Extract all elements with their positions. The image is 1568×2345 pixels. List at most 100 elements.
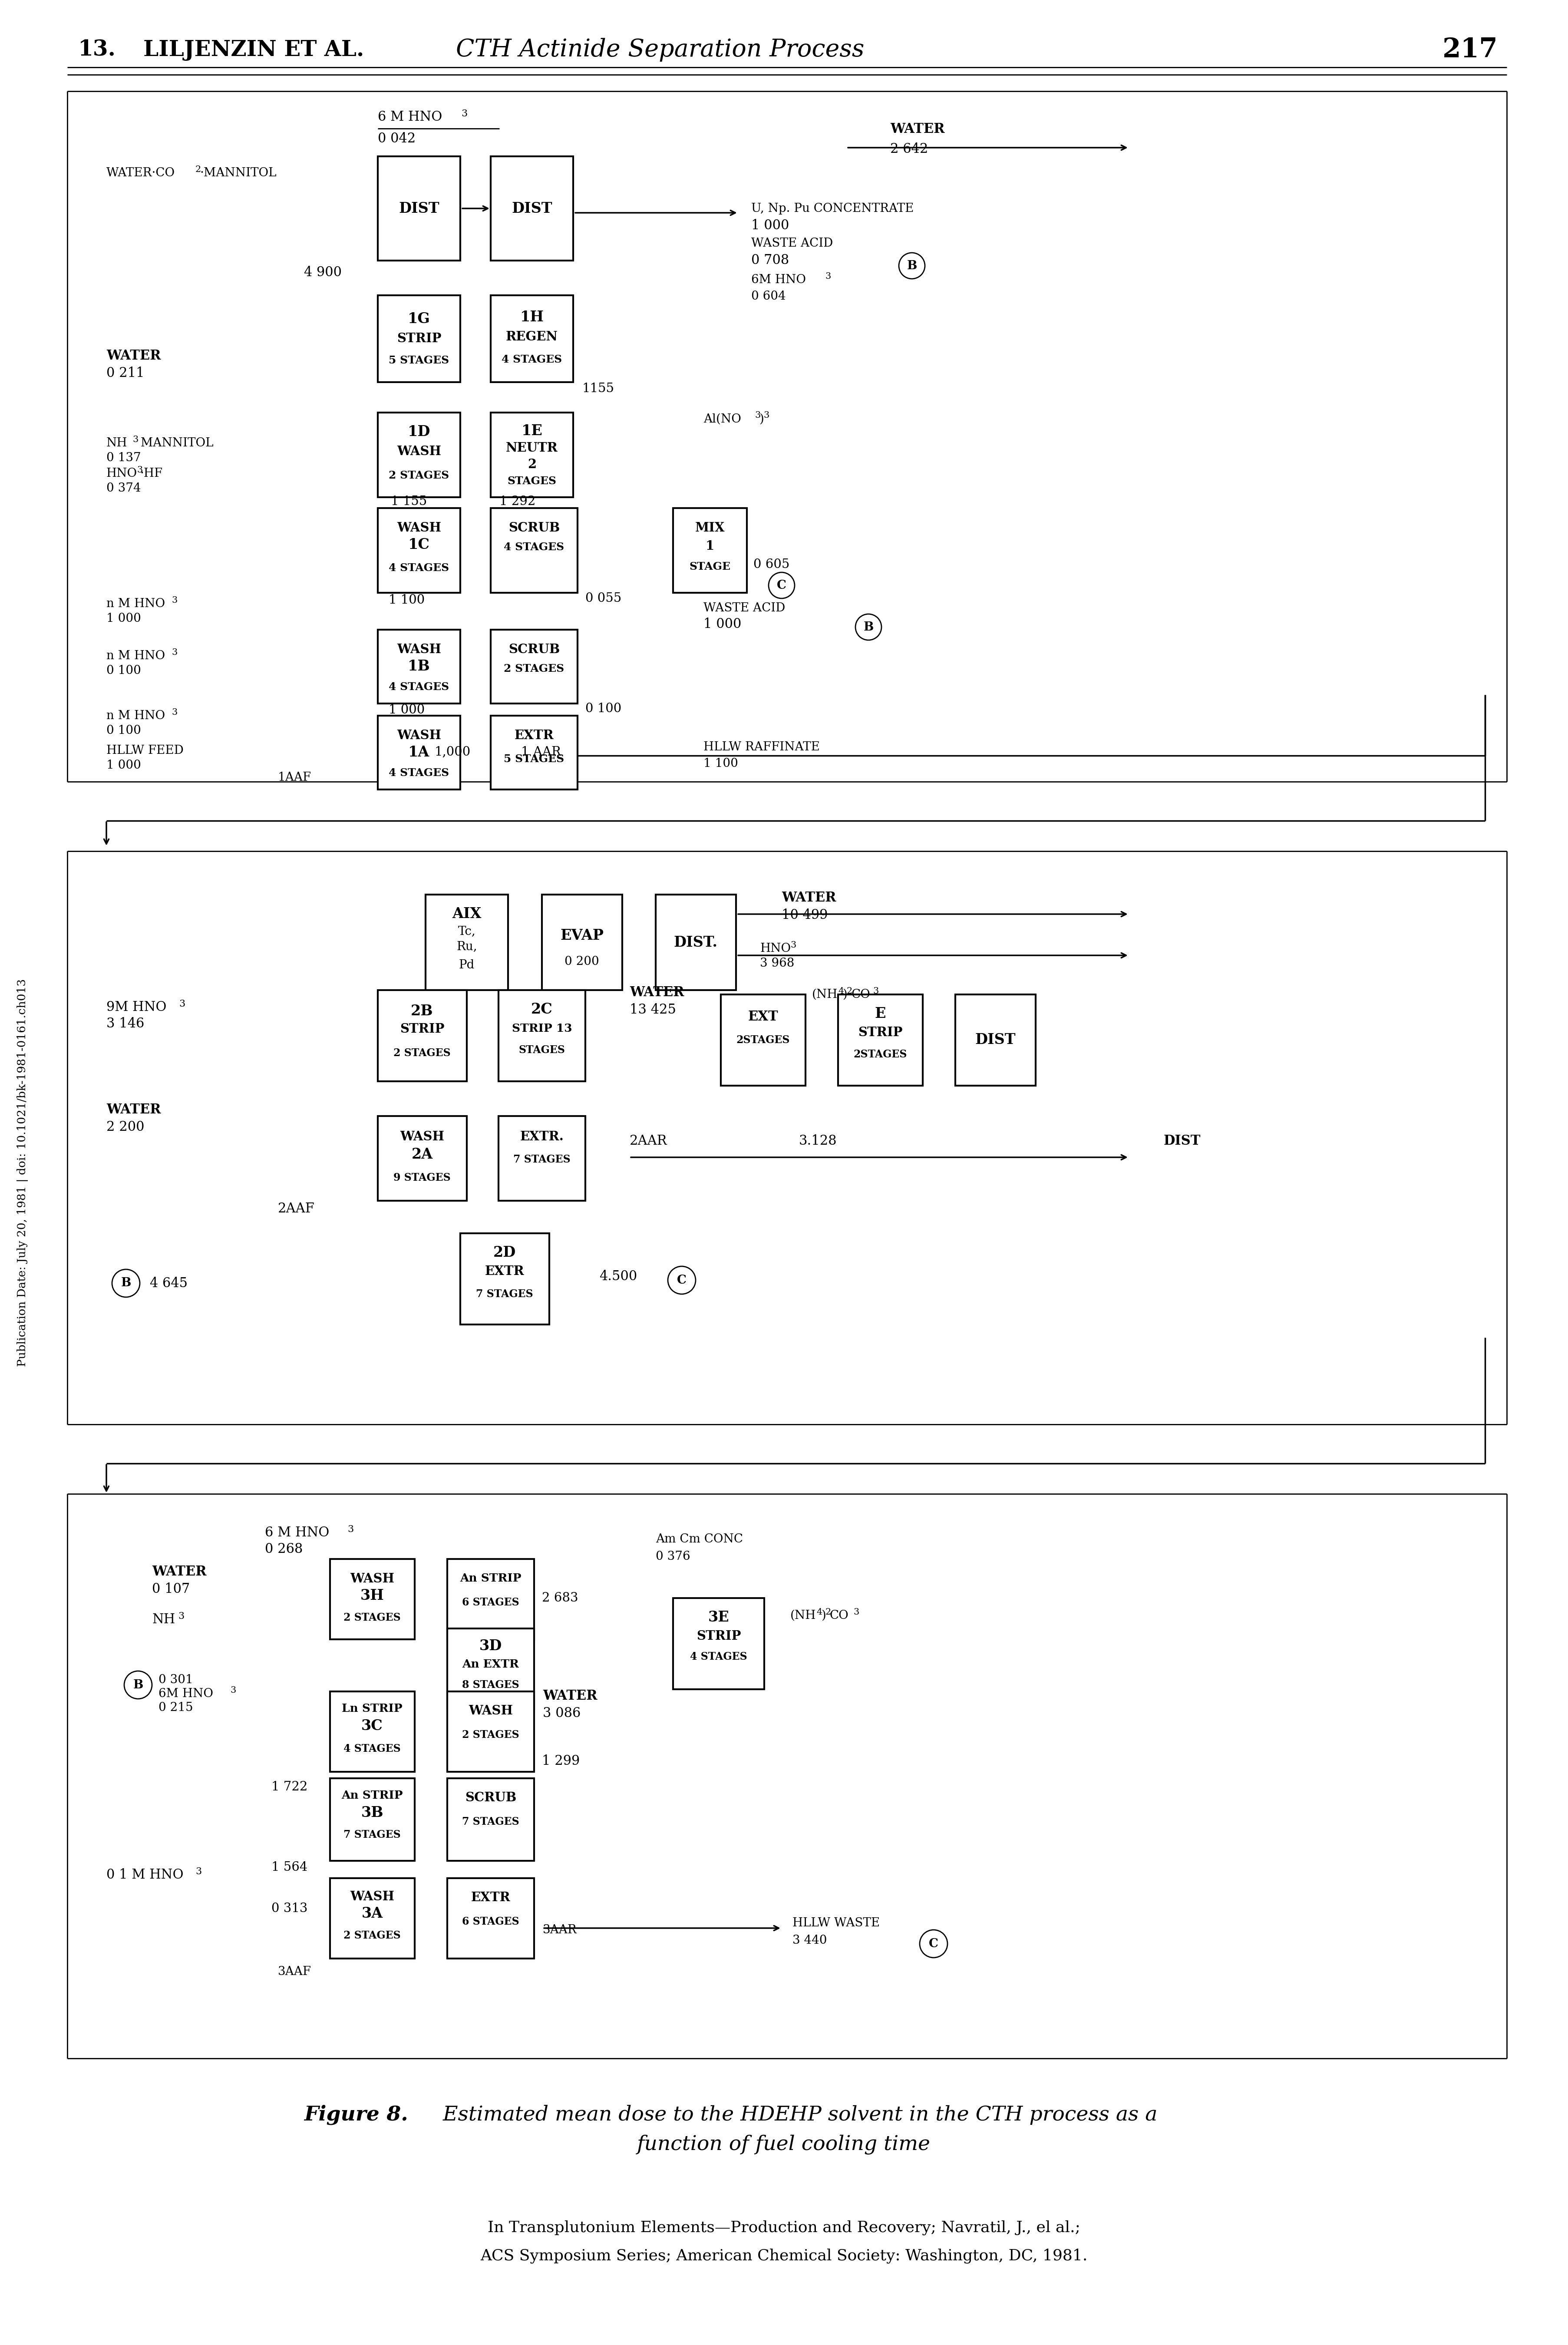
Text: 1 100: 1 100	[704, 757, 739, 769]
Text: Ln STRIP: Ln STRIP	[342, 1702, 403, 1714]
Text: STRIP: STRIP	[400, 1022, 444, 1036]
Bar	[329, 1778, 414, 1862]
Text: 1H: 1H	[521, 310, 544, 324]
Text: 0 708: 0 708	[751, 253, 789, 267]
Text: 3: 3	[136, 467, 143, 474]
Text: WASH: WASH	[400, 1130, 444, 1144]
Text: 3: 3	[348, 1524, 353, 1534]
Text: SCRUB: SCRUB	[466, 1792, 516, 1803]
Bar	[378, 715, 461, 790]
Text: 3: 3	[171, 596, 177, 605]
Text: 1AAF: 1AAF	[278, 772, 312, 783]
Text: 7 STAGES: 7 STAGES	[477, 1290, 533, 1299]
Text: 4: 4	[837, 987, 844, 994]
Text: 3B: 3B	[361, 1806, 383, 1820]
Bar	[543, 893, 622, 990]
Text: WATER: WATER	[107, 349, 162, 363]
Text: 0 042: 0 042	[378, 131, 416, 145]
Text: 1 155: 1 155	[390, 495, 426, 507]
Text: 3: 3	[825, 272, 831, 281]
Bar	[378, 157, 461, 260]
Text: 6 STAGES: 6 STAGES	[463, 1597, 519, 1609]
Text: 3C: 3C	[361, 1719, 383, 1733]
Bar	[673, 1597, 764, 1688]
Text: CO: CO	[829, 1609, 848, 1620]
Text: CO: CO	[851, 990, 870, 1001]
Text: 3: 3	[132, 436, 138, 443]
Text: 3: 3	[790, 940, 797, 950]
Text: CTH Actinide Separation Process: CTH Actinide Separation Process	[456, 38, 864, 61]
Text: 0 100: 0 100	[107, 725, 141, 736]
Bar	[491, 295, 574, 382]
Text: 1155: 1155	[582, 382, 615, 394]
Text: 0 107: 0 107	[152, 1583, 190, 1597]
Text: 1,000: 1,000	[434, 746, 470, 757]
Text: 2: 2	[847, 987, 853, 994]
Text: 3.128: 3.128	[800, 1135, 837, 1149]
Text: 0 137: 0 137	[107, 453, 141, 464]
Text: HLLW FEED: HLLW FEED	[107, 746, 183, 755]
Text: 2AAF: 2AAF	[278, 1203, 315, 1215]
Text: 1E: 1E	[521, 424, 543, 439]
Text: NH: NH	[107, 436, 127, 448]
Text: WASH: WASH	[350, 1571, 394, 1585]
Text: EXTR: EXTR	[470, 1892, 510, 1904]
Text: WASH: WASH	[350, 1890, 394, 1902]
Bar	[837, 994, 922, 1086]
Text: 3: 3	[171, 708, 177, 715]
Text: 1 292: 1 292	[499, 495, 536, 507]
Text: E: E	[875, 1006, 886, 1020]
Text: SCRUB: SCRUB	[508, 521, 560, 535]
Text: 0 301: 0 301	[158, 1674, 193, 1686]
Bar	[499, 990, 585, 1081]
Text: 9M HNO: 9M HNO	[107, 1001, 166, 1013]
Text: 1: 1	[706, 539, 715, 553]
Text: STAGES: STAGES	[519, 1046, 564, 1055]
Text: WATER·CO: WATER·CO	[107, 166, 176, 178]
Text: MANNITOL: MANNITOL	[136, 436, 213, 448]
Text: DIST: DIST	[398, 202, 439, 216]
Text: 4 STAGES: 4 STAGES	[343, 1745, 401, 1754]
Text: 3: 3	[764, 410, 770, 420]
Text: B: B	[906, 260, 917, 272]
Text: 1 722: 1 722	[271, 1780, 307, 1794]
Text: 3: 3	[754, 410, 760, 420]
Text: HNO: HNO	[107, 467, 138, 478]
Text: WASTE ACID: WASTE ACID	[704, 603, 786, 614]
Text: In Transplutonium Elements—Production and Recovery; Navratil, J., el al.;: In Transplutonium Elements—Production an…	[488, 2221, 1080, 2235]
Text: 0 215: 0 215	[158, 1702, 193, 1714]
Bar	[655, 893, 735, 990]
Text: C: C	[776, 579, 787, 591]
Text: 3 146: 3 146	[107, 1018, 144, 1032]
Text: EXTR: EXTR	[514, 729, 554, 741]
Bar	[491, 157, 574, 260]
Text: 13 425: 13 425	[630, 1004, 676, 1015]
Text: Pd: Pd	[459, 959, 475, 971]
Text: SCRUB: SCRUB	[508, 643, 560, 657]
Text: 2 642: 2 642	[891, 143, 928, 155]
Text: WASH: WASH	[397, 521, 441, 535]
Text: WATER: WATER	[630, 985, 684, 999]
Text: 6M HNO: 6M HNO	[158, 1688, 213, 1700]
Text: 4: 4	[817, 1609, 822, 1616]
Text: STAGES: STAGES	[508, 476, 557, 485]
Text: C: C	[928, 1937, 938, 1949]
Text: Al(NO: Al(NO	[704, 413, 742, 424]
Text: B: B	[133, 1679, 143, 1691]
Bar	[499, 1116, 585, 1201]
Text: U, Np. Pu CONCENTRATE: U, Np. Pu CONCENTRATE	[751, 202, 914, 213]
Text: 6 M HNO: 6 M HNO	[265, 1527, 329, 1541]
Text: 2 STAGES: 2 STAGES	[389, 471, 450, 481]
Text: 4 645: 4 645	[151, 1276, 188, 1290]
Text: AIX: AIX	[452, 908, 481, 922]
Bar	[447, 1878, 535, 1958]
Text: 4 900: 4 900	[304, 265, 342, 279]
Text: C: C	[677, 1273, 687, 1285]
Bar	[447, 1627, 535, 1710]
Bar	[447, 1778, 535, 1862]
Text: 1 000: 1 000	[389, 704, 425, 715]
Bar	[329, 1878, 414, 1958]
Text: 2 STAGES: 2 STAGES	[343, 1613, 401, 1623]
Text: 1B: 1B	[408, 659, 430, 673]
Bar	[721, 994, 806, 1086]
